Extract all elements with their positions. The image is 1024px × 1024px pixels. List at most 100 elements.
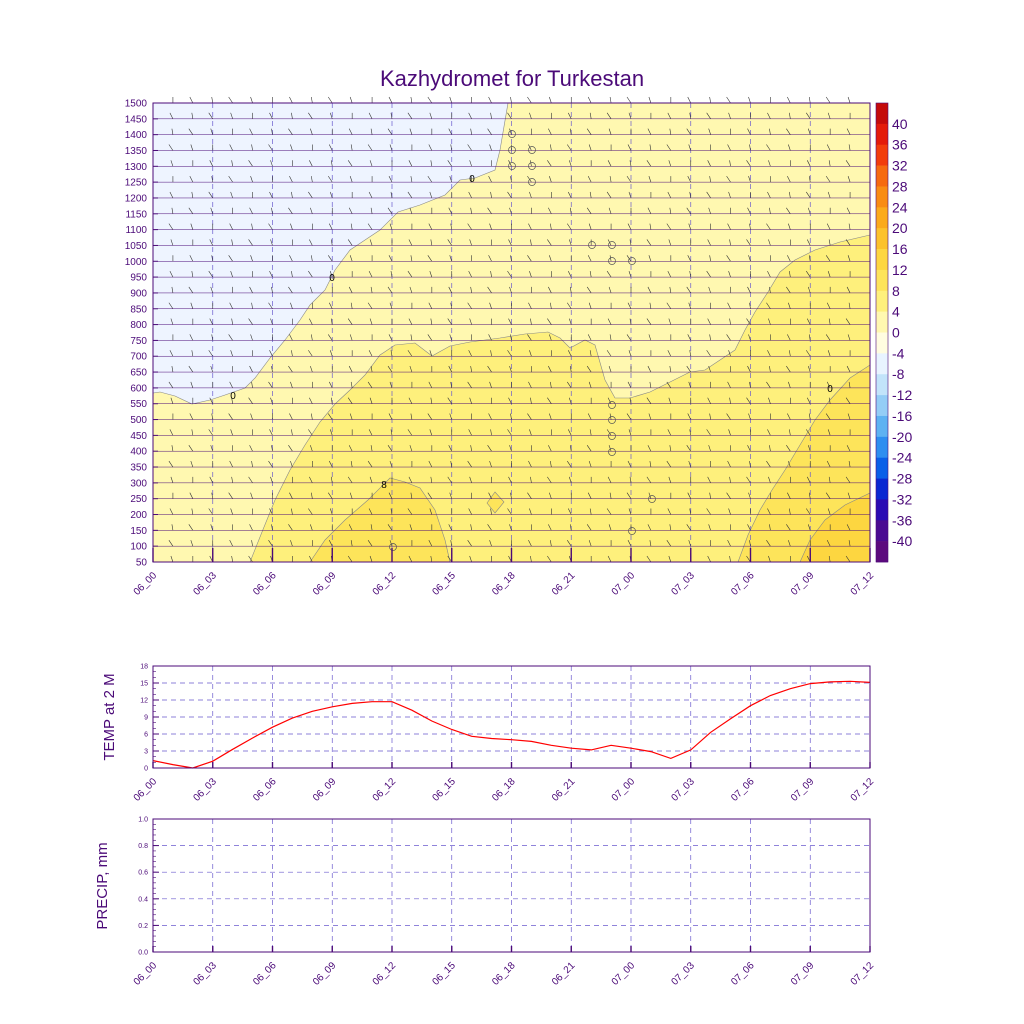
wind-barb [407,350,413,357]
main-ytick-label: 950 [130,273,147,284]
wind-barb [470,524,472,531]
wind-barb [747,207,751,214]
wind-barb [845,397,851,404]
wind-barb [429,112,433,119]
wind-barb [330,318,333,325]
wind-barb [507,191,512,199]
wind-barb [647,286,652,294]
wind-barb [368,350,373,357]
wind-barb [328,255,333,262]
wind-barb [230,271,233,278]
wind-barb [169,429,174,436]
wind-barb [367,381,373,389]
contour-label: 0 [230,391,236,402]
wind-barb [846,128,851,135]
wind-barb [448,128,453,135]
wind-barb [569,128,572,135]
precip-xtick-label: 06_12 [371,960,399,988]
wind-barb [587,96,592,104]
wind-barb [510,255,512,262]
wind-barb [168,144,174,151]
temp-plot-frame [152,665,871,769]
wind-barb [529,508,532,515]
wind-barb [646,160,652,167]
wind-barb [806,239,811,246]
wind-barb [268,144,273,151]
wind-barb [687,255,692,262]
wind-barb [527,413,532,420]
main-ytick-label: 700 [130,352,147,363]
wind-barb [548,128,552,135]
wind-barb [268,223,273,230]
wind-barb [548,365,552,373]
wind-barb [189,334,194,341]
wind-barb [269,429,273,436]
wind-barb [208,191,213,199]
wind-barb [447,160,452,167]
wind-barb [788,223,791,230]
temp-ytick-label: 18 [140,664,148,671]
wind-barb [726,255,731,262]
colorbar-swatch [876,165,888,187]
wind-barb [828,476,831,483]
temperature-colorbar: 4036322824201612840-4-8-12-16-20-24-28-3… [875,102,912,563]
contour-label: 0 [469,174,475,185]
wind-barb [529,112,532,119]
wind-barb [806,350,811,357]
colorbar-label: 12 [892,262,908,278]
wind-barb [388,334,393,341]
wind-barb [229,381,233,389]
wind-barb [367,302,373,309]
wind-barb [547,160,552,167]
wind-barb [507,112,512,119]
precip-xtick-label: 07_09 [789,960,817,988]
wind-barb [388,255,393,262]
wind-barb [708,524,711,531]
wind-barb [271,207,273,214]
wind-barb [249,445,253,452]
wind-barb [310,365,313,373]
wind-barb [469,476,472,483]
wind-barb [607,397,612,404]
wind-barb [826,223,831,230]
wind-barb [388,413,393,420]
wind-barb [248,476,253,484]
wind-barb [228,255,233,262]
calm-wind-marker [628,527,636,535]
wind-barb [309,160,313,167]
precip-ytick-label: 0.2 [138,923,148,930]
wind-barb [269,350,273,357]
main-ytick-label: 150 [130,526,147,537]
wind-barb [291,271,293,278]
wind-barb [231,397,233,404]
wind-barb [548,445,552,452]
wind-barb [367,144,373,151]
wind-barb [209,397,214,404]
wind-barb [627,381,632,389]
wind-barb [769,128,771,135]
wind-barb [171,366,174,373]
wind-barb [608,128,612,135]
main-xtick-label: 06_15 [430,570,458,598]
wind-barb [647,524,652,531]
wind-barb [510,492,512,499]
wind-barb [487,128,492,135]
wind-barb [428,381,433,389]
wind-barb [188,445,194,452]
main-xtick-label: 06_00 [132,570,160,598]
wind-barb [408,476,413,483]
wind-barb [309,239,313,246]
wind-barb [747,524,751,531]
precip-xtick-label: 07_03 [669,960,697,988]
wind-barb [706,350,711,357]
wind-barb [408,160,413,167]
colorbar-swatch [876,123,888,146]
main-ytick-label: 100 [130,542,147,553]
wind-barb [628,350,632,357]
wind-barb [467,223,472,230]
wind-barb [230,508,233,515]
wind-barb [567,460,572,468]
wind-barb [470,286,472,293]
wind-barb [387,365,393,373]
wind-barb [649,460,652,468]
